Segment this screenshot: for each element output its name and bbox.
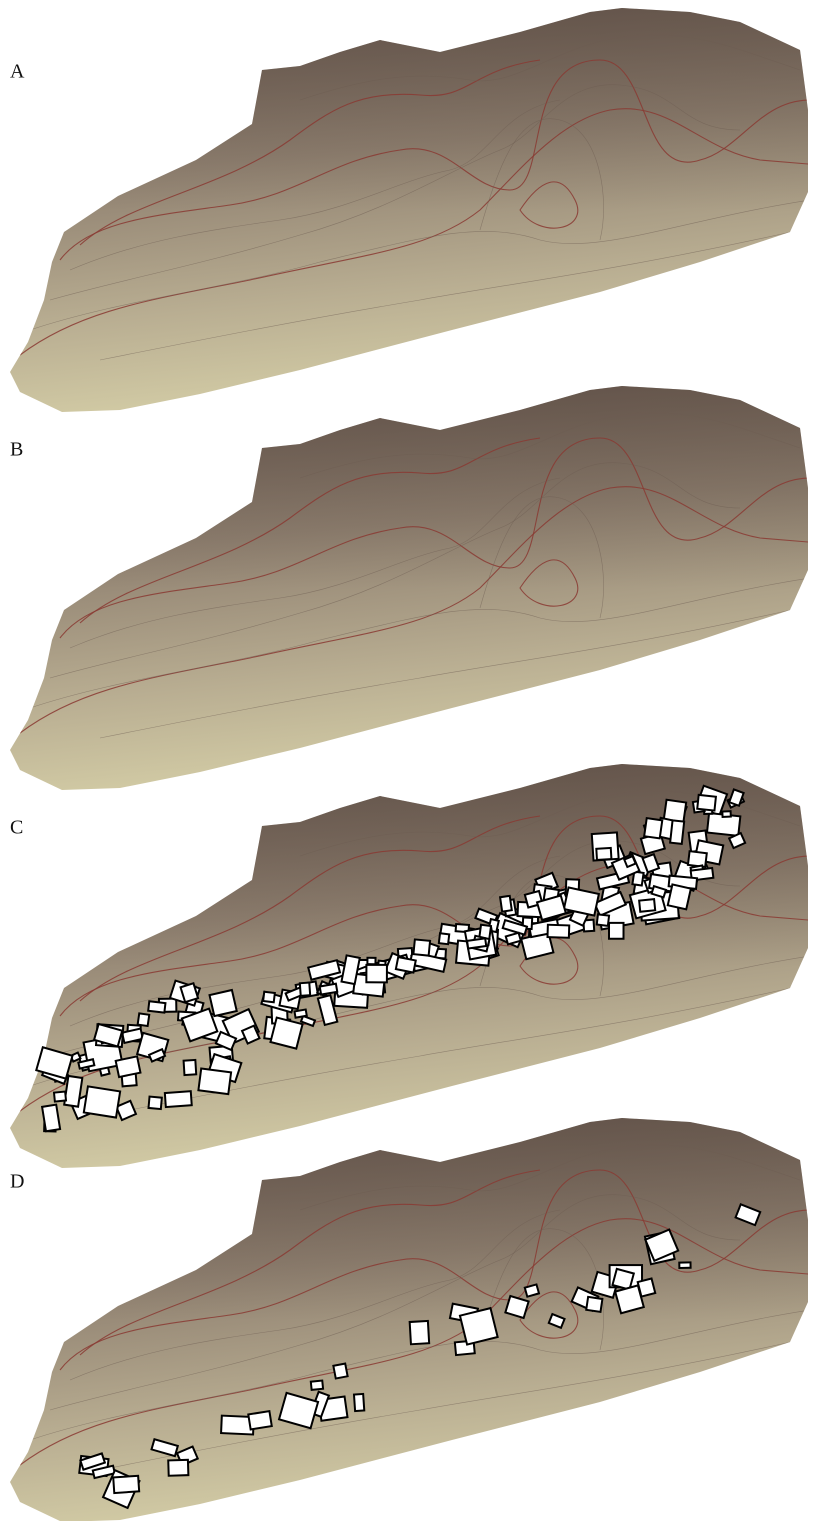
building [615, 1285, 644, 1313]
building [294, 1009, 306, 1017]
building [688, 851, 707, 867]
building [597, 914, 609, 926]
terrain [0, 378, 816, 798]
building [367, 958, 375, 965]
building [525, 1284, 539, 1296]
building [396, 957, 416, 972]
building [311, 1381, 323, 1390]
building [113, 1476, 139, 1493]
building [586, 1297, 602, 1312]
building [320, 984, 338, 995]
panel-label: B [10, 439, 23, 461]
building [148, 1001, 165, 1012]
building [116, 1056, 141, 1077]
panels: A B C D [0, 0, 816, 1521]
building [184, 1060, 197, 1075]
terrain [0, 0, 816, 420]
building [467, 938, 486, 948]
building [366, 965, 387, 982]
building [639, 899, 655, 912]
building [270, 1018, 302, 1049]
building [263, 992, 275, 1003]
building [300, 983, 310, 996]
figure: A B C D [0, 0, 816, 1521]
building [644, 818, 662, 838]
building [42, 1105, 60, 1132]
building [679, 1262, 690, 1268]
panel-label: C [10, 817, 23, 839]
building [413, 939, 430, 955]
building [354, 1394, 364, 1411]
building [168, 1460, 188, 1476]
panel-label: A [10, 61, 25, 83]
building [547, 925, 569, 938]
building [54, 1092, 66, 1102]
building [333, 1364, 347, 1379]
building [697, 795, 716, 811]
building [722, 811, 731, 817]
building [668, 884, 691, 909]
map-panel: A [0, 0, 816, 420]
map-panel: D [0, 1110, 816, 1521]
map-panel: B [0, 378, 816, 798]
building [500, 896, 512, 912]
map-panel: C [0, 756, 816, 1176]
building [149, 1097, 162, 1109]
building [670, 820, 684, 844]
building [165, 1091, 192, 1107]
building [248, 1411, 271, 1429]
building [210, 990, 237, 1016]
building [460, 1308, 498, 1344]
building [198, 1069, 231, 1095]
terrain [0, 1110, 816, 1521]
building [596, 848, 611, 860]
building [439, 933, 449, 944]
building [64, 1076, 82, 1107]
building [609, 923, 624, 939]
building [138, 1013, 150, 1026]
building [84, 1086, 120, 1117]
panel-label: D [10, 1171, 24, 1193]
building [410, 1321, 429, 1344]
